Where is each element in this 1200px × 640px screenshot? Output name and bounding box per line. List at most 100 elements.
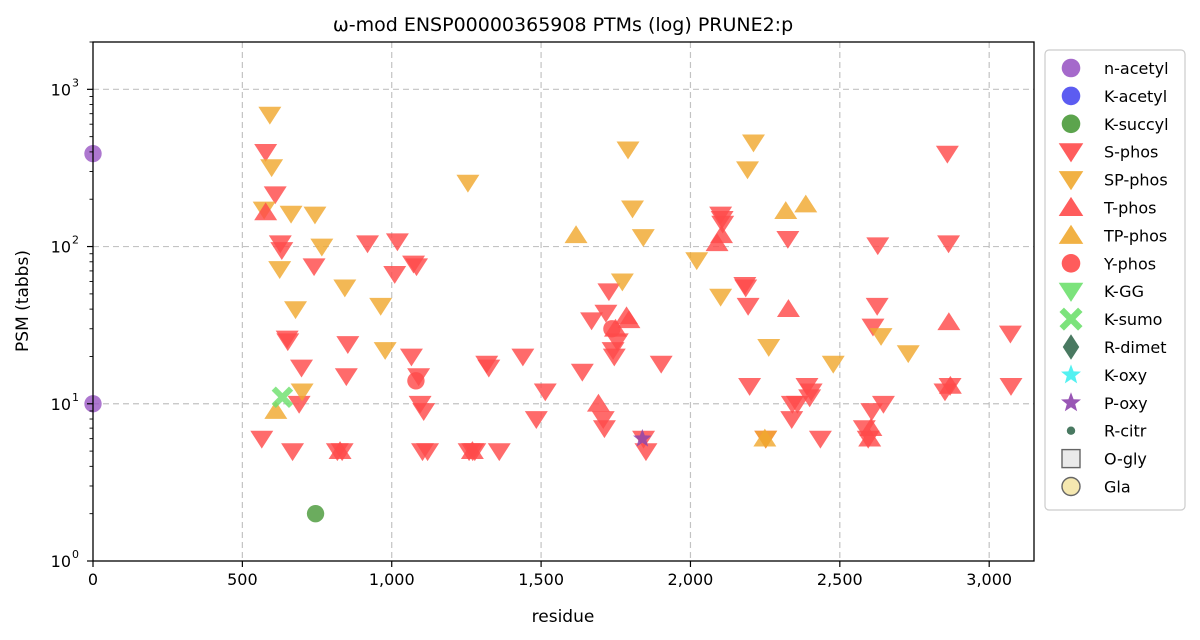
point-p-oxy	[633, 428, 652, 447]
legend-marker-gla	[1061, 476, 1081, 497]
point-sp-phos	[869, 328, 893, 346]
legend-label-sp-phos: SP-phos	[1104, 171, 1168, 190]
point-tp-phos	[794, 194, 818, 213]
point-sp-phos	[333, 279, 357, 298]
y-tick-label: 10	[51, 238, 71, 257]
legend-marker-o-gly	[1061, 448, 1081, 469]
y-tick-exponent: 0	[72, 548, 79, 561]
point-s-phos	[710, 210, 734, 229]
grid	[93, 42, 1034, 561]
legend-label-t-phos: T-phos	[1103, 199, 1157, 218]
point-sp-phos	[685, 252, 709, 271]
point-s-phos	[998, 325, 1022, 344]
legend-marker-r-dimet	[1062, 334, 1080, 360]
legend-label-k-succyl: K-succyl	[1104, 115, 1169, 134]
legend-label-r-citr: R-citr	[1104, 422, 1147, 441]
point-sp-phos	[631, 229, 655, 247]
legend-label-p-oxy: P-oxy	[1104, 394, 1148, 413]
x-tick-label: 2,500	[817, 570, 863, 589]
point-s-phos	[511, 348, 535, 367]
legend-marker-k-oxy	[1061, 364, 1081, 384]
point-s-phos	[334, 368, 358, 387]
point-s-phos	[336, 336, 360, 354]
point-y-phos	[407, 372, 425, 390]
legend-label-k-acetyl: K-acetyl	[1104, 87, 1167, 106]
point-t-phos	[859, 418, 883, 437]
point-t-phos	[328, 441, 352, 459]
legend-marker-s-phos	[1058, 143, 1084, 163]
point-sp-phos	[369, 297, 393, 316]
point-s-phos	[570, 363, 594, 382]
point-sp-phos	[736, 161, 759, 180]
point-s-phos	[649, 355, 673, 374]
point-sp-phos	[260, 159, 284, 178]
point-s-phos	[776, 230, 800, 249]
point-sp-phos	[303, 206, 327, 225]
point-sp-phos	[284, 301, 308, 320]
point-sp-phos	[821, 355, 845, 374]
legend-label-k-gg: K-GG	[1104, 282, 1144, 301]
point-s-phos	[356, 235, 380, 254]
y-tick-label: 10	[51, 80, 71, 99]
plot-frame	[92, 41, 1035, 562]
y-tick-exponent: 2	[72, 234, 79, 247]
point-sp-phos	[279, 205, 303, 224]
point-s-phos	[602, 348, 626, 367]
point-s-phos	[580, 312, 604, 331]
legend-marker-t-phos	[1058, 196, 1084, 216]
point-t-phos	[938, 375, 962, 394]
point-t-phos	[460, 441, 484, 459]
point-t-phos	[937, 312, 961, 331]
point-t-phos	[586, 393, 610, 412]
point-sp-phos	[456, 174, 480, 193]
point-sp-phos	[290, 383, 314, 402]
x-tick-label: 3,000	[966, 570, 1012, 589]
point-y-phos	[603, 320, 621, 338]
legend-marker-k-succyl	[1061, 114, 1081, 134]
point-s-phos	[865, 297, 889, 316]
point-s-phos	[270, 242, 294, 261]
point-sp-phos	[616, 141, 640, 160]
point-t-phos	[858, 428, 882, 447]
point-s-phos	[605, 333, 629, 352]
point-tp-phos	[753, 428, 777, 447]
point-sp-phos	[310, 238, 334, 257]
point-s-phos	[860, 403, 884, 421]
y-tick-label: 10	[51, 395, 71, 414]
point-tp-phos	[774, 201, 798, 220]
point-s-phos	[785, 395, 809, 414]
legend-label-o-gly: O-gly	[1104, 450, 1147, 469]
point-sp-phos	[373, 342, 397, 360]
point-s-phos	[999, 377, 1023, 396]
point-sp-phos	[896, 345, 920, 364]
point-t-phos	[776, 299, 800, 317]
x-tick-label: 1,500	[518, 570, 564, 589]
legend-marker-n-acetyl	[1061, 58, 1081, 78]
point-sp-phos	[268, 261, 292, 279]
x-axis: 0 500 1,000 1,500 2,000 2,500 3,000	[88, 561, 1012, 589]
point-t-phos	[254, 202, 278, 221]
point-s-phos	[935, 145, 959, 164]
point-s-phos	[416, 443, 440, 462]
point-s-phos	[385, 233, 409, 252]
point-sp-phos	[621, 200, 644, 219]
point-s-phos	[780, 411, 804, 429]
point-k-succyl	[306, 504, 325, 523]
legend-marker-r-citr	[1066, 426, 1076, 435]
point-sp-phos	[742, 134, 765, 153]
legend-label-k-sumo: K-sumo	[1104, 310, 1162, 329]
point-s-phos	[937, 235, 961, 254]
x-tick-label: 0	[88, 570, 98, 589]
point-tp-phos	[564, 225, 588, 244]
point-s-phos	[738, 377, 762, 396]
point-sp-phos	[258, 106, 282, 125]
legend-label-n-acetyl: n-acetyl	[1104, 59, 1169, 78]
point-s-phos	[634, 443, 658, 462]
point-s-phos	[871, 395, 895, 414]
point-s-phos	[524, 411, 548, 429]
point-k-sumo	[271, 386, 294, 409]
x-tick-label: 500	[227, 570, 258, 589]
y-tick-label: 10	[51, 552, 71, 571]
